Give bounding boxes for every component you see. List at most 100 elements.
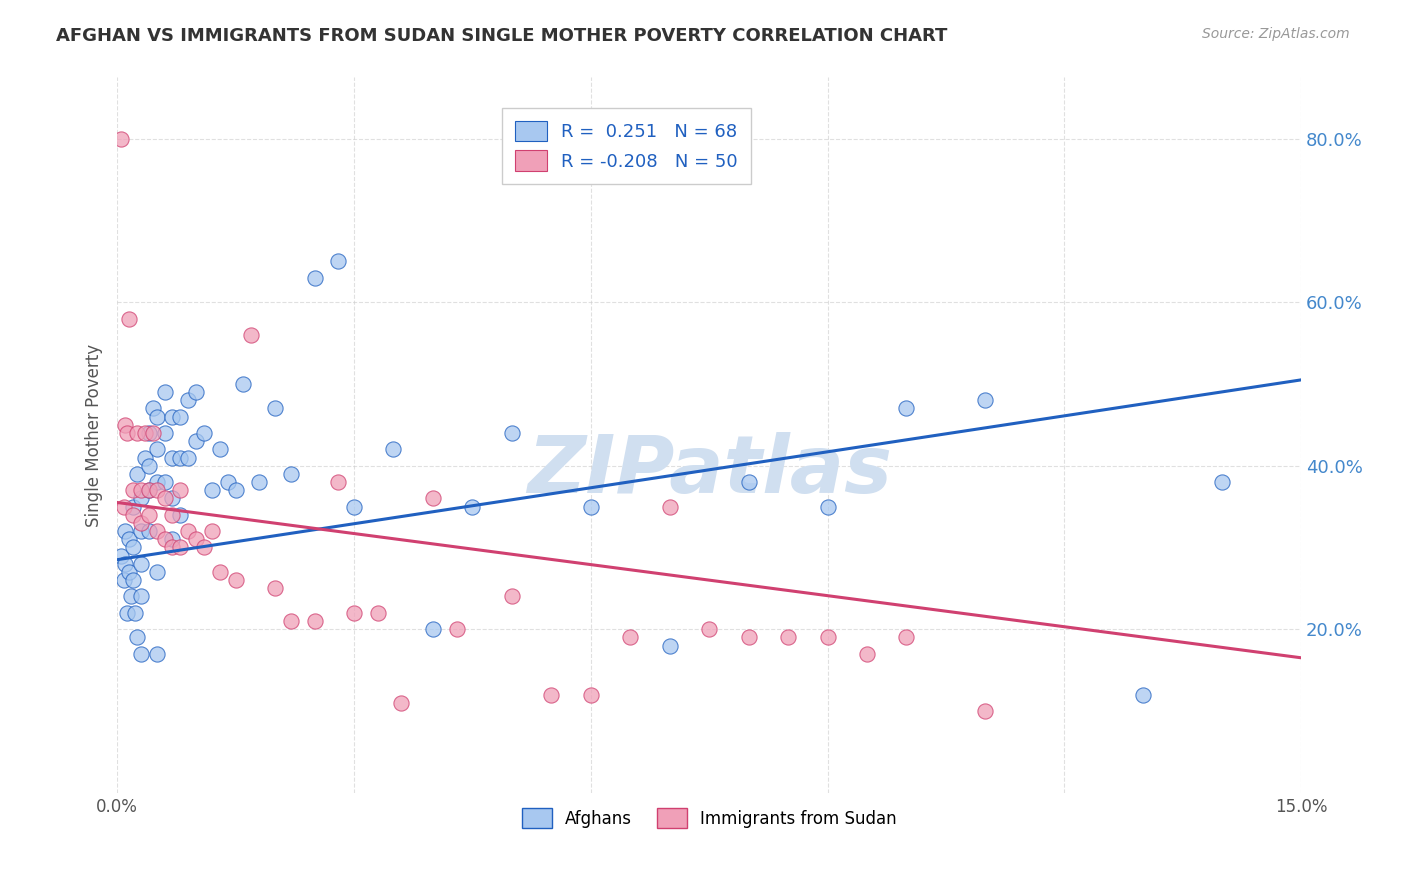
Point xyxy=(737,475,759,489)
Point xyxy=(138,508,160,522)
Point xyxy=(896,631,918,645)
Point xyxy=(153,425,176,440)
Point xyxy=(817,631,839,645)
Point xyxy=(201,524,224,538)
Point xyxy=(264,401,287,416)
Point xyxy=(122,500,145,514)
Point xyxy=(389,696,412,710)
Point xyxy=(169,541,191,555)
Point xyxy=(184,434,207,449)
Point xyxy=(153,533,176,547)
Point xyxy=(240,327,263,342)
Point xyxy=(153,475,176,489)
Legend: Afghans, Immigrants from Sudan: Afghans, Immigrants from Sudan xyxy=(515,802,904,834)
Point xyxy=(118,565,141,579)
Point xyxy=(138,458,160,473)
Point xyxy=(129,524,152,538)
Point xyxy=(125,631,148,645)
Point xyxy=(129,516,152,530)
Point xyxy=(122,508,145,522)
Point xyxy=(142,401,165,416)
Point xyxy=(461,500,484,514)
Point xyxy=(145,409,167,424)
Point xyxy=(177,450,200,465)
Point xyxy=(896,401,918,416)
Point xyxy=(422,491,444,506)
Point xyxy=(579,500,602,514)
Point xyxy=(122,483,145,498)
Point xyxy=(162,533,184,547)
Point xyxy=(122,541,145,555)
Text: AFGHAN VS IMMIGRANTS FROM SUDAN SINGLE MOTHER POVERTY CORRELATION CHART: AFGHAN VS IMMIGRANTS FROM SUDAN SINGLE M… xyxy=(56,27,948,45)
Point xyxy=(145,483,167,498)
Point xyxy=(110,549,132,563)
Point xyxy=(177,393,200,408)
Point xyxy=(169,508,191,522)
Point xyxy=(145,524,167,538)
Point xyxy=(114,417,136,432)
Point xyxy=(110,132,132,146)
Point xyxy=(658,639,681,653)
Point xyxy=(129,557,152,571)
Point xyxy=(280,467,302,481)
Point xyxy=(169,450,191,465)
Point xyxy=(856,647,879,661)
Point xyxy=(115,425,138,440)
Point xyxy=(778,631,800,645)
Point xyxy=(619,631,641,645)
Point xyxy=(193,425,215,440)
Point xyxy=(142,425,165,440)
Point xyxy=(540,688,562,702)
Point xyxy=(153,385,176,400)
Point xyxy=(201,483,224,498)
Point xyxy=(169,409,191,424)
Point xyxy=(304,270,326,285)
Point xyxy=(208,565,231,579)
Point xyxy=(115,606,138,620)
Point xyxy=(974,704,997,718)
Text: ZIPatlas: ZIPatlas xyxy=(527,432,891,510)
Point xyxy=(328,475,350,489)
Point xyxy=(162,508,184,522)
Point xyxy=(177,524,200,538)
Point xyxy=(184,385,207,400)
Point xyxy=(343,500,366,514)
Point xyxy=(162,491,184,506)
Point xyxy=(125,425,148,440)
Point xyxy=(134,450,156,465)
Point xyxy=(120,590,142,604)
Point xyxy=(193,541,215,555)
Point xyxy=(501,590,523,604)
Point xyxy=(974,393,997,408)
Point xyxy=(264,582,287,596)
Point xyxy=(134,425,156,440)
Point xyxy=(129,647,152,661)
Point xyxy=(232,376,254,391)
Point xyxy=(138,483,160,498)
Point xyxy=(304,614,326,628)
Point xyxy=(138,425,160,440)
Point xyxy=(1132,688,1154,702)
Point xyxy=(658,500,681,514)
Point xyxy=(737,631,759,645)
Point xyxy=(697,622,720,636)
Point xyxy=(145,442,167,457)
Point xyxy=(114,524,136,538)
Point xyxy=(501,425,523,440)
Point xyxy=(579,688,602,702)
Text: Source: ZipAtlas.com: Source: ZipAtlas.com xyxy=(1202,27,1350,41)
Point xyxy=(145,475,167,489)
Point xyxy=(169,483,191,498)
Point xyxy=(422,622,444,636)
Point xyxy=(118,311,141,326)
Point xyxy=(112,573,135,587)
Point xyxy=(446,622,468,636)
Point xyxy=(129,483,152,498)
Point xyxy=(124,606,146,620)
Point xyxy=(817,500,839,514)
Point xyxy=(208,442,231,457)
Point xyxy=(382,442,405,457)
Point xyxy=(162,450,184,465)
Point xyxy=(162,541,184,555)
Point xyxy=(122,573,145,587)
